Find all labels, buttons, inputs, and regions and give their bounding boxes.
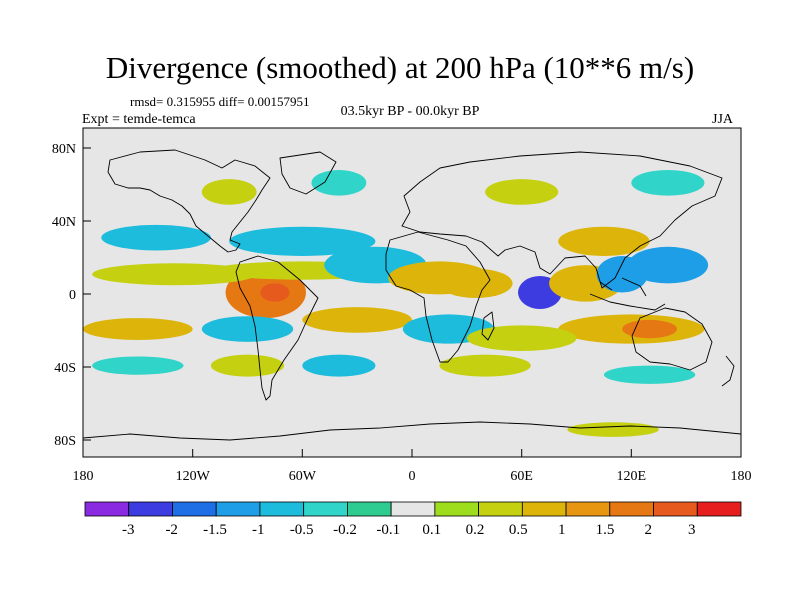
divergence-patch [622, 319, 678, 339]
season-label: JJA [712, 112, 734, 127]
madagascar-coast [481, 311, 495, 341]
colorbar-swatch [609, 501, 654, 517]
x-tick-label: 0 [409, 469, 416, 484]
period-subtitle: 03.5kyr BP - 00.0kyr BP [340, 104, 480, 119]
y-tick-label: 40S [54, 361, 76, 376]
colorbar-label: -1.5 [203, 522, 227, 538]
divergence-patch [603, 365, 696, 384]
divergence-patch [530, 285, 550, 300]
divergence-patch [92, 356, 184, 375]
x-tick-label: 60W [289, 469, 317, 484]
colorbar-label: 0.5 [509, 522, 528, 538]
divergence-patch [439, 268, 513, 298]
x-tick-label: 60E [510, 469, 533, 484]
divergence-patch [567, 422, 659, 437]
x-tick-label: 120W [176, 469, 211, 484]
experiment-label: Expt = temde-temca [82, 112, 196, 127]
divergence-patch [201, 316, 294, 342]
divergence-patch [210, 354, 285, 377]
colorbar-label: -0.5 [290, 522, 314, 538]
colorbar-swatch [259, 501, 305, 517]
map-title: Divergence (smoothed) at 200 hPa (10**6 … [105, 50, 695, 85]
divergence-patch [83, 318, 193, 341]
colorbar-swatch [84, 501, 130, 517]
divergence-patch [101, 224, 211, 251]
divergence-patch [558, 226, 650, 256]
divergence-patch [311, 170, 367, 196]
colorbar-swatch [521, 501, 567, 517]
divergence-patch [627, 246, 709, 284]
colorbar-label: -1 [252, 522, 265, 538]
colorbar-swatch [128, 501, 173, 517]
y-tick-label: 80N [52, 142, 76, 157]
colorbar-swatch [172, 501, 217, 517]
y-tick-label: 0 [69, 288, 76, 303]
x-axis: 180 120W 60W 0 60E 120E 180 [73, 449, 752, 484]
x-tick-label: 120E [617, 469, 647, 484]
divergence-patch [466, 325, 577, 351]
indonesia-coast [589, 277, 666, 311]
colorbar-label: 0.1 [422, 522, 441, 538]
divergence-patch [260, 283, 290, 302]
antarctica-coast [83, 421, 741, 441]
colorbar [84, 501, 742, 517]
colorbar-label: 3 [688, 522, 696, 538]
y-tick-label: 40N [52, 215, 76, 230]
south-america-coast [235, 255, 319, 401]
africa-coast [385, 231, 491, 363]
australia-coast [631, 307, 713, 371]
divergence-patch [439, 354, 531, 377]
x-tick-label: 180 [73, 469, 94, 484]
divergence-patch [201, 179, 257, 205]
coastlines [83, 149, 741, 441]
colorbar-swatch [478, 501, 523, 517]
colorbar-swatch [565, 501, 611, 517]
colorbar-label: 2 [645, 522, 653, 538]
colorbar-label: 0.2 [466, 522, 485, 538]
north-america-coast [107, 149, 271, 253]
y-axis: 80N 40N 0 40S 80S [52, 142, 91, 449]
colorbar-swatch [215, 501, 261, 517]
map-background [83, 128, 741, 457]
divergence-patch [229, 226, 376, 256]
colorbar-label: 1.5 [596, 522, 615, 538]
colorbar-label: -0.2 [333, 522, 357, 538]
x-tick-label: 180 [731, 469, 752, 484]
colorbar-labels: -3 -2 -1.5 -1 -0.5 -0.2 -0.1 0.1 0.2 0.5… [122, 522, 695, 538]
divergence-patch [302, 307, 412, 333]
colorbar-label: -2 [165, 522, 178, 538]
divergence-patch [302, 354, 376, 377]
colorbar-swatch [390, 501, 436, 517]
colorbar-swatch [434, 501, 480, 517]
divergence-patch [631, 170, 705, 196]
colorbar-label: -0.1 [376, 522, 400, 538]
y-tick-label: 80S [54, 434, 76, 449]
greenland-coast [279, 151, 337, 195]
new-zealand-coast [721, 355, 735, 387]
eurasia-coast [401, 151, 723, 289]
colorbar-swatch [303, 501, 348, 517]
colorbar-label: 1 [558, 522, 566, 538]
colorbar-swatch [346, 501, 392, 517]
colorbar-swatch [653, 501, 698, 517]
stats-text: rmsd= 0.315955 diff= 0.00157951 [130, 94, 310, 109]
colorbar-swatch [696, 501, 742, 517]
colorbar-label: -3 [122, 522, 135, 538]
divergence-patch [485, 179, 559, 205]
